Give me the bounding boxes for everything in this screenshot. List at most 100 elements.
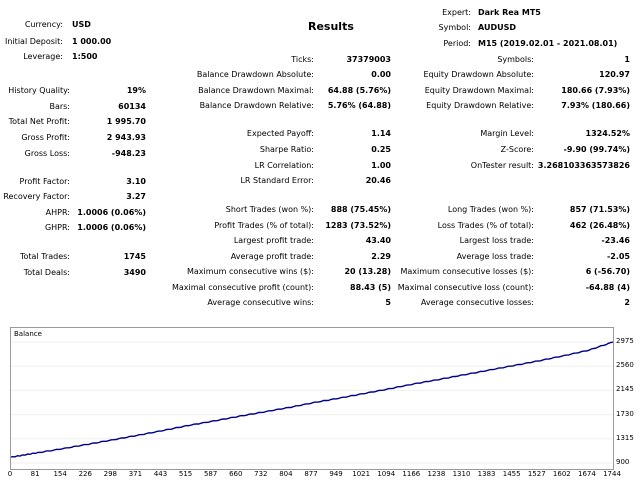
largest-profit-label: Largest profit trade: [233, 236, 314, 245]
x-tick-label: 1166 [402, 470, 421, 478]
balance-line [10, 341, 614, 458]
x-tick-label: 515 [178, 470, 193, 478]
gross-profit-label: Gross Profit: [21, 133, 70, 142]
eq-dd-abs-value: 120.97 [599, 70, 630, 79]
expected-payoff-value: 1.14 [371, 129, 391, 138]
bal-dd-rel-label: Balance Drawdown Relative: [199, 101, 314, 110]
eq-dd-rel-label: Equity Drawdown Relative: [426, 101, 534, 110]
avg-cons-wins-value: 5 [385, 298, 391, 307]
bal-dd-max-label: Balance Drawdown Maximal: [198, 86, 314, 95]
currency-value: USD [72, 20, 91, 29]
bars-label: Bars: [49, 102, 70, 111]
max-cons-losses-value: 6 (-56.70) [585, 267, 630, 276]
avg-loss-label: Average loss trade: [456, 252, 534, 261]
ghpr-label: GHPR: [44, 223, 70, 232]
x-tick-label: 371 [128, 470, 143, 478]
gross-profit-value: 2 943.93 [106, 133, 146, 142]
leverage-value: 1:500 [72, 52, 98, 61]
chart-title: Balance [14, 330, 42, 338]
profit-factor-value: 3.10 [126, 177, 146, 186]
eq-dd-abs-label: Equity Drawdown Absolute: [423, 70, 534, 79]
deposit-label: Initial Deposit: [5, 37, 63, 46]
symbols-value: 1 [624, 55, 630, 64]
y-tick-label: 2145 [616, 385, 634, 394]
maximal-cons-profit-label: Maximal consecutive profit (count): [171, 283, 314, 292]
max-cons-losses-label: Maximum consecutive losses ($): [400, 267, 534, 276]
avg-profit-label: Average profit trade: [230, 252, 314, 261]
ahpr-label: AHPR: [45, 208, 70, 217]
ticks-value: 37379003 [346, 55, 391, 64]
x-tick-label: 1527 [527, 470, 546, 478]
balance-chart-svg [10, 341, 614, 464]
margin-level-label: Margin Level: [480, 129, 534, 138]
eq-dd-rel-value: 7.93% (180.66) [561, 101, 630, 110]
balance-chart [10, 327, 614, 470]
x-tick-label: 154 [53, 470, 67, 478]
lr-corr-label: LR Correlation: [254, 161, 314, 170]
sharpe-label: Sharpe Ratio: [259, 145, 314, 154]
symbols-label: Symbols: [497, 55, 534, 64]
long-trades-label: Long Trades (won %): [447, 205, 534, 214]
history-quality-label: History Quality: [8, 86, 70, 95]
max-cons-wins-label: Maximum consecutive wins ($): [186, 267, 314, 276]
margin-level-value: 1324.52% [585, 129, 630, 138]
lr-corr-value: 1.00 [371, 161, 391, 170]
recovery-factor-value: 3.27 [126, 192, 146, 201]
lr-err-value: 20.46 [365, 176, 391, 185]
zscore-label: Z-Score: [500, 145, 534, 154]
x-tick-label: 1602 [552, 470, 571, 478]
zscore-value: -9.90 (99.74%) [563, 145, 630, 154]
total-trades-value: 1745 [123, 252, 146, 261]
ahpr-value: 1.0006 (0.06%) [77, 208, 146, 217]
x-tick-label: 660 [229, 470, 243, 478]
symbol-value: AUDUSD [478, 23, 516, 32]
max-cons-wins-value: 20 (13.28) [344, 267, 391, 276]
sharpe-value: 0.25 [371, 145, 391, 154]
total-net-profit-value: 1 995.70 [106, 117, 146, 126]
bal-dd-abs-label: Balance Drawdown Absolute: [196, 70, 314, 79]
x-tick-label: 1310 [452, 470, 471, 478]
gross-loss-label: Gross Loss: [24, 149, 70, 158]
x-tick-label: 877 [304, 470, 318, 478]
lr-err-label: LR Standard Error: [240, 176, 314, 185]
x-tick-label: 1238 [427, 470, 446, 478]
eq-dd-max-value: 180.66 (7.93%) [561, 86, 630, 95]
expert-value: Dark Rea MT5 [478, 8, 541, 17]
x-tick-label: 1094 [377, 470, 396, 478]
total-deals-value: 3490 [123, 268, 146, 277]
avg-profit-value: 2.29 [371, 252, 391, 261]
y-tick-label: 1315 [616, 433, 634, 442]
total-net-profit-label: Total Net Profit: [8, 117, 70, 126]
x-tick-label: 443 [153, 470, 168, 478]
total-deals-label: Total Deals: [23, 268, 70, 277]
deposit-value: 1 000.00 [72, 37, 112, 46]
loss-trades-label: Loss Trades (% of total): [437, 221, 534, 230]
maximal-cons-profit-value: 88.43 (5) [350, 283, 391, 292]
bal-dd-max-value: 64.88 (5.76%) [327, 86, 391, 95]
history-quality-value: 19% [126, 86, 146, 95]
y-tick-label: 2975 [616, 337, 634, 345]
largest-loss-label: Largest loss trade: [459, 236, 534, 245]
report-title: Results [308, 20, 354, 33]
profit-trades-label: Profit Trades (% of total): [214, 221, 314, 230]
total-trades-label: Total Trades: [20, 252, 70, 261]
maximal-cons-loss-label: Maximal consecutive loss (count): [397, 283, 534, 292]
x-tick-label: 804 [279, 470, 293, 478]
x-tick-label: 732 [254, 470, 268, 478]
x-tick-label: 298 [103, 470, 118, 478]
x-tick-label: 1383 [477, 470, 496, 478]
ghpr-value: 1.0006 (0.06%) [77, 223, 146, 232]
x-tick-label: 587 [203, 470, 218, 478]
currency-label: Currency: [24, 20, 63, 29]
ontester-label: OnTester result: [470, 161, 534, 170]
expert-label: Expert: [442, 8, 471, 17]
x-tick-label: 0 [7, 470, 13, 478]
gross-loss-value: -948.23 [111, 149, 146, 158]
avg-cons-losses-label: Average consecutive losses: [420, 298, 534, 307]
symbol-label: Symbol: [438, 23, 472, 32]
short-trades-label: Short Trades (won %): [225, 205, 314, 214]
recovery-factor-label: Recovery Factor: [3, 192, 70, 201]
largest-loss-value: -23.46 [601, 236, 630, 245]
profit-trades-value: 1283 (73.52%) [325, 221, 391, 230]
largest-profit-value: 43.40 [365, 236, 391, 245]
